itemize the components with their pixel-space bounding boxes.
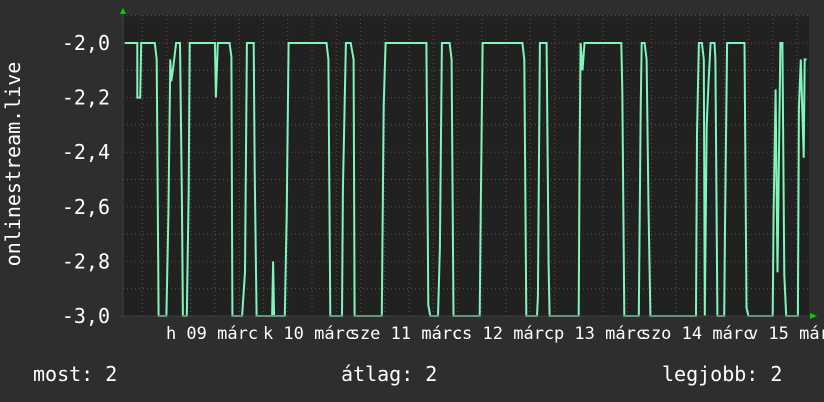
- y-axis-ticks: -3,0 -2,8 -2,6 -2,4 -2,2 -2,0: [62, 31, 110, 328]
- x-axis-arrow-icon: [810, 313, 817, 319]
- y-tick-label: -3,0: [62, 304, 110, 328]
- y-tick-label: -2,0: [62, 31, 110, 55]
- y-tick-label: -2,4: [62, 140, 110, 164]
- y-tick-label: -2,6: [62, 195, 110, 219]
- x-tick-label: sze 11 márc: [350, 324, 463, 344]
- x-tick-label: k 10 márc: [263, 324, 355, 344]
- y-axis-label: onlinestream.live: [1, 62, 25, 267]
- legend-max: legjobb: 2: [662, 362, 783, 386]
- plot-area: [123, 15, 809, 316]
- x-tick-label: szo 14 márc: [641, 324, 754, 344]
- x-tick-label: p 13 márc: [554, 324, 646, 344]
- y-axis-arrow-icon: [120, 8, 126, 14]
- y-tick-label: -2,8: [62, 249, 110, 273]
- x-tick-label: v 15 márc: [748, 324, 824, 344]
- y-tick-label: -2,2: [62, 86, 110, 110]
- legend-average: átlag: 2: [341, 362, 438, 386]
- axes: [119, 8, 817, 319]
- x-tick-label: cs 12 márc: [452, 324, 554, 344]
- legend-current: most: 2: [33, 362, 118, 386]
- x-tick-label: h 09 márc: [166, 324, 258, 344]
